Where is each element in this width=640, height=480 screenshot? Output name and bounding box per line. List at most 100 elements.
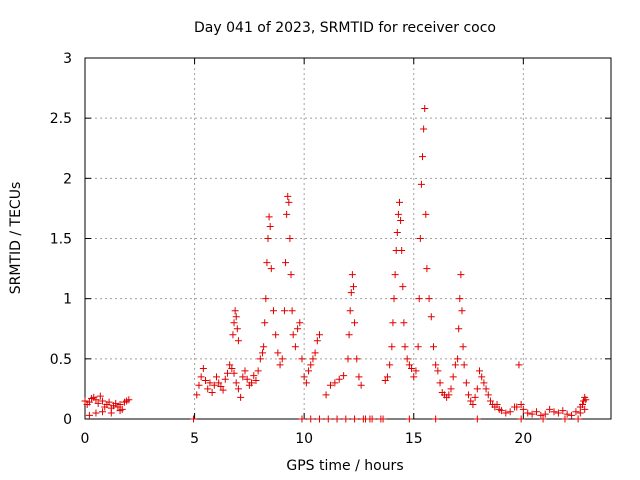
data-point: [305, 367, 313, 375]
data-point: [193, 391, 201, 399]
data-point: [233, 325, 241, 333]
data-point: [313, 337, 321, 345]
data-point: [383, 373, 391, 381]
data-point: [471, 393, 479, 401]
data-point: [287, 271, 295, 279]
data-point: [368, 415, 376, 423]
data-point: [517, 401, 525, 409]
data-point: [391, 271, 399, 279]
x-tick-label: 15: [405, 431, 423, 447]
data-point: [230, 319, 238, 327]
data-point: [107, 409, 115, 417]
data-point: [265, 213, 273, 221]
data-point: [436, 379, 444, 387]
data-point: [232, 379, 240, 387]
data-point: [254, 367, 262, 375]
data-point: [420, 125, 428, 133]
data-point: [309, 355, 317, 363]
data-point: [410, 373, 418, 381]
data-point: [403, 355, 411, 363]
data-point: [189, 415, 197, 423]
data-point: [239, 373, 247, 381]
y-tick-label: 3: [63, 51, 72, 67]
data-point: [519, 405, 527, 413]
data-point: [291, 343, 299, 351]
data-point: [554, 409, 562, 417]
data-point: [248, 379, 256, 387]
data-point: [417, 180, 425, 188]
data-point: [469, 401, 477, 409]
data-point: [480, 379, 488, 387]
data-point: [357, 381, 365, 389]
data-point: [513, 403, 521, 411]
data-point: [515, 361, 523, 369]
data-point: [355, 373, 363, 381]
data-point: [414, 343, 422, 351]
data-point: [285, 198, 293, 206]
data-point: [232, 313, 240, 321]
data-point: [264, 235, 272, 242]
data-point: [458, 307, 466, 315]
data-point: [405, 361, 413, 369]
data-point: [112, 399, 120, 407]
data-point: [576, 409, 584, 417]
data-point: [202, 376, 210, 384]
data-point: [353, 355, 361, 363]
data-point: [359, 415, 367, 423]
data-point: [286, 235, 294, 242]
y-tick-label: 0: [63, 412, 72, 428]
x-axis-label: GPS time / hours: [286, 458, 403, 474]
data-point: [92, 396, 100, 404]
data-point: [482, 385, 490, 393]
data-point: [429, 343, 437, 351]
data-point: [445, 391, 453, 399]
data-point: [302, 379, 310, 387]
y-tick-label: 1.5: [50, 232, 72, 248]
data-point: [324, 415, 332, 423]
data-point: [579, 401, 587, 409]
data-point: [213, 373, 220, 381]
data-point: [412, 367, 420, 375]
data-point: [386, 361, 394, 369]
data-point: [250, 372, 258, 380]
data-point: [280, 307, 288, 315]
data-point: [269, 307, 277, 315]
y-tick-label: 2: [63, 171, 72, 187]
y-tick-label: 1: [63, 292, 72, 308]
data-point: [307, 415, 315, 423]
data-point: [416, 235, 424, 242]
data-point: [541, 410, 549, 418]
data-point: [311, 349, 319, 357]
data-point: [351, 319, 359, 327]
data-point: [322, 391, 330, 399]
data-point: [454, 355, 462, 363]
data-point: [455, 325, 463, 333]
data-point: [539, 415, 547, 423]
data-point: [215, 379, 223, 387]
data-point: [574, 415, 582, 423]
data-point: [465, 391, 473, 399]
data-point: [278, 355, 286, 363]
data-point: [581, 405, 589, 413]
data-point: [260, 343, 268, 351]
data-point: [568, 411, 576, 419]
data-point: [447, 385, 455, 393]
data-point: [256, 355, 264, 363]
data-point: [92, 409, 100, 417]
data-point: [316, 415, 324, 423]
data-point: [422, 210, 430, 218]
data-point: [333, 415, 341, 423]
data-point: [335, 375, 343, 383]
data-point: [206, 379, 214, 387]
y-tick-label: 2.5: [50, 111, 72, 127]
data-point: [237, 393, 245, 401]
data-point: [210, 381, 218, 389]
data-point: [528, 410, 536, 418]
data-point: [572, 408, 580, 416]
data-point: [346, 307, 354, 315]
data-point: [85, 398, 93, 406]
data-point: [85, 411, 93, 419]
data-point: [284, 192, 292, 200]
data-point: [234, 385, 242, 393]
